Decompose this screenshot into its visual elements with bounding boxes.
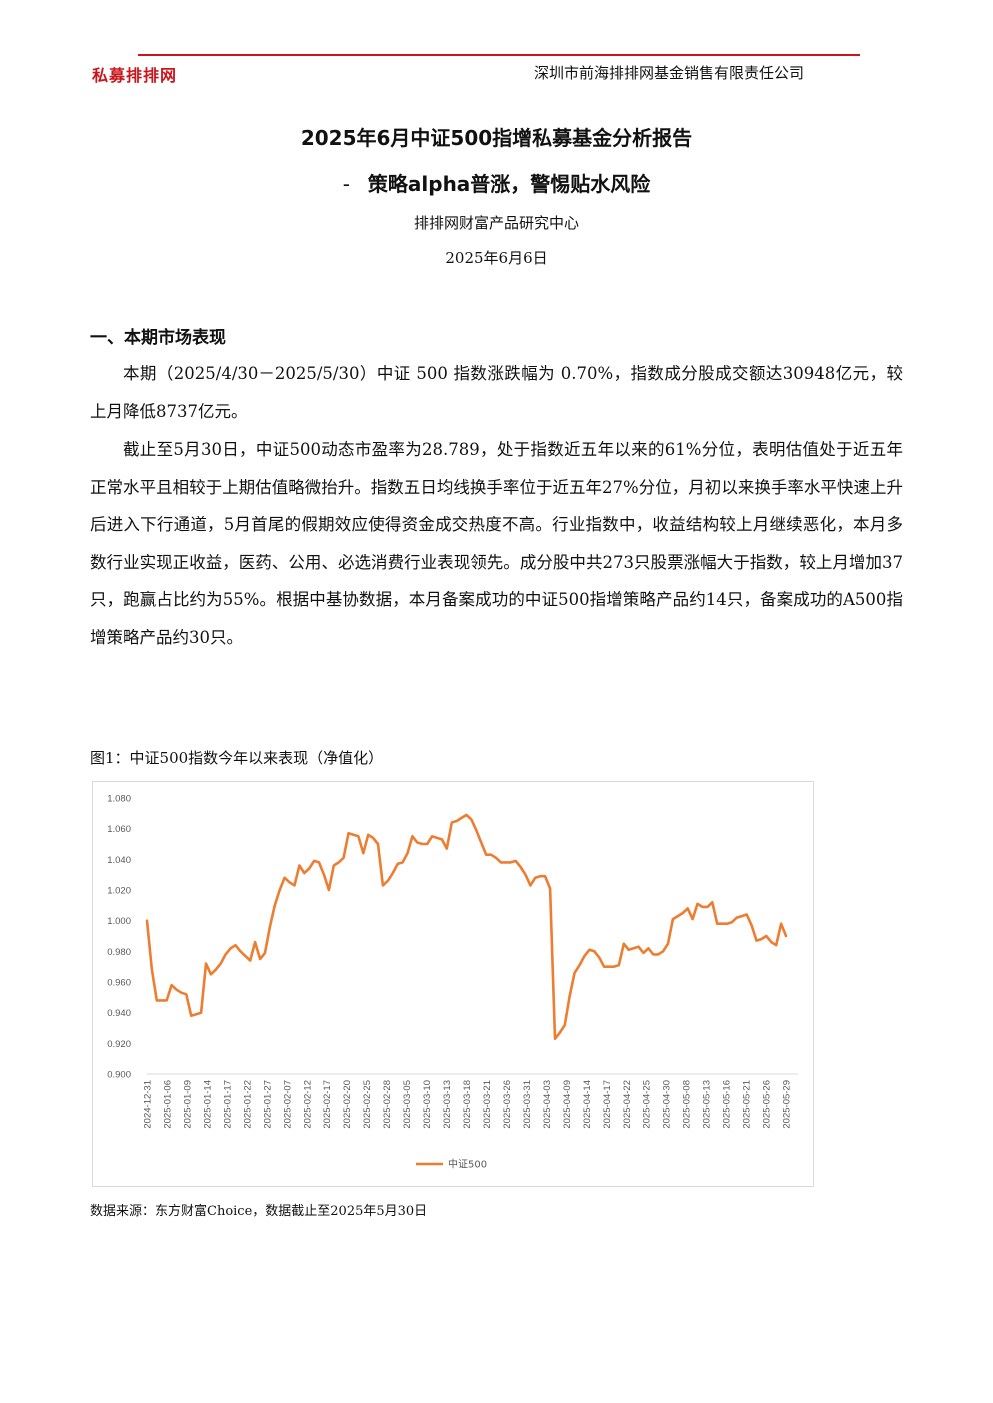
line-chart: 0.900 0.920 0.940 0.960 0.980 1.000 1.020 1.040… xyxy=(92,781,814,1187)
report-title: 2025年6月中证500指增私募基金分析报告 xyxy=(300,126,693,150)
x-tick-label: 2025-01-09 xyxy=(182,1080,193,1129)
report-date: 2025年6月6日 xyxy=(445,249,548,267)
paragraph-market-detail: 截止至5月30日，中证500动态市盈率为28.789，处于指数近五年以来的61%… xyxy=(90,440,903,647)
x-tick-label: 2024-12-31 xyxy=(143,1080,154,1129)
x-tick-label: 2025-04-30 xyxy=(662,1080,673,1129)
y-tick-label: 1.020 xyxy=(107,886,131,897)
y-tick-label: 1.040 xyxy=(107,855,131,866)
subtitle-text: 策略alpha普涨，警惕贴水风险 xyxy=(367,172,651,196)
y-tick-label: 0.900 xyxy=(107,1070,131,1081)
y-tick-label: 1.080 xyxy=(107,794,131,805)
x-tick-label: 2025-01-22 xyxy=(242,1080,253,1129)
series-line xyxy=(145,813,788,1041)
subtitle-dash: - xyxy=(342,172,350,196)
x-tick-label: 2025-04-22 xyxy=(622,1080,633,1129)
x-tick-label: 2025-03-10 xyxy=(422,1080,433,1129)
x-tick-label: 2025-02-12 xyxy=(302,1080,313,1129)
y-tick-label: 1.060 xyxy=(107,824,131,835)
report-org: 排排网财富产品研究中心 xyxy=(413,214,579,232)
y-tick-label: 1.000 xyxy=(107,916,131,927)
x-tick-label: 2025-01-27 xyxy=(262,1080,273,1129)
x-tick-label: 2025-02-07 xyxy=(282,1080,293,1129)
x-tick-label: 2025-04-03 xyxy=(542,1080,553,1129)
y-tick-label: 0.960 xyxy=(107,978,131,989)
page-header: 私募排排网 深圳市前海排排网基金销售有限责任公司 xyxy=(90,50,860,85)
x-tick-label: 2025-03-18 xyxy=(462,1080,473,1129)
x-tick-label: 2025-03-05 xyxy=(402,1080,413,1129)
x-tick-label: 2025-05-21 xyxy=(742,1080,753,1129)
x-tick-label: 2025-05-29 xyxy=(782,1080,793,1129)
company-name: 深圳市前海排排网基金销售有限责任公司 xyxy=(533,64,804,82)
x-tick-label: 2025-05-16 xyxy=(722,1080,733,1129)
x-tick-label: 2025-04-09 xyxy=(562,1080,573,1129)
figure-caption: 图1：中证500指数今年以来表现（净值化） xyxy=(90,749,384,767)
x-tick-label: 2025-03-31 xyxy=(522,1080,533,1129)
y-tick-label: 0.940 xyxy=(107,1008,131,1019)
x-tick-label: 2025-02-28 xyxy=(382,1080,393,1129)
x-tick-label: 2025-02-25 xyxy=(362,1080,373,1129)
chart-svg: 0.900 0.920 0.940 0.960 0.980 1.000 1.020 1.040… xyxy=(107,794,798,1171)
x-tick-label: 2025-05-13 xyxy=(702,1080,713,1129)
x-tick-label: 2025-04-14 xyxy=(582,1080,593,1129)
y-tick-label: 0.980 xyxy=(107,947,131,958)
paragraph-market-summary: 本期（2025/4/30－2025/5/30）中证 500 指数涨跌幅为 0.7… xyxy=(90,364,903,421)
x-tick-label: 2025-03-26 xyxy=(502,1080,513,1129)
x-tick-label: 2025-02-20 xyxy=(342,1080,353,1129)
x-tick-label: 2025-01-06 xyxy=(162,1080,173,1129)
x-tick-label: 2025-02-17 xyxy=(322,1080,333,1129)
logo: 私募排排网 xyxy=(92,66,178,85)
x-tick-label: 2025-05-26 xyxy=(762,1080,773,1129)
data-source: 数据来源：东方财富Choice，数据截止至2025年5月30日 xyxy=(90,1204,428,1219)
x-tick-label: 2025-03-21 xyxy=(482,1080,493,1129)
report-subtitle: - 策略alpha普涨，警惕贴水风险 xyxy=(0,168,993,197)
x-tick-label: 2025-01-17 xyxy=(222,1080,233,1129)
header-rule xyxy=(138,54,860,56)
x-tick-label: 2025-04-17 xyxy=(602,1080,613,1129)
x-tick-label: 2025-01-14 xyxy=(202,1080,213,1129)
x-tick-label: 2025-03-13 xyxy=(442,1080,453,1129)
y-tick-label: 0.920 xyxy=(107,1039,131,1050)
x-tick-label: 2025-04-25 xyxy=(642,1080,653,1129)
section-heading: 一、本期市场表现 xyxy=(90,328,226,348)
legend-label: 中证500 xyxy=(448,1158,487,1171)
x-tick-label: 2025-05-08 xyxy=(682,1080,693,1129)
